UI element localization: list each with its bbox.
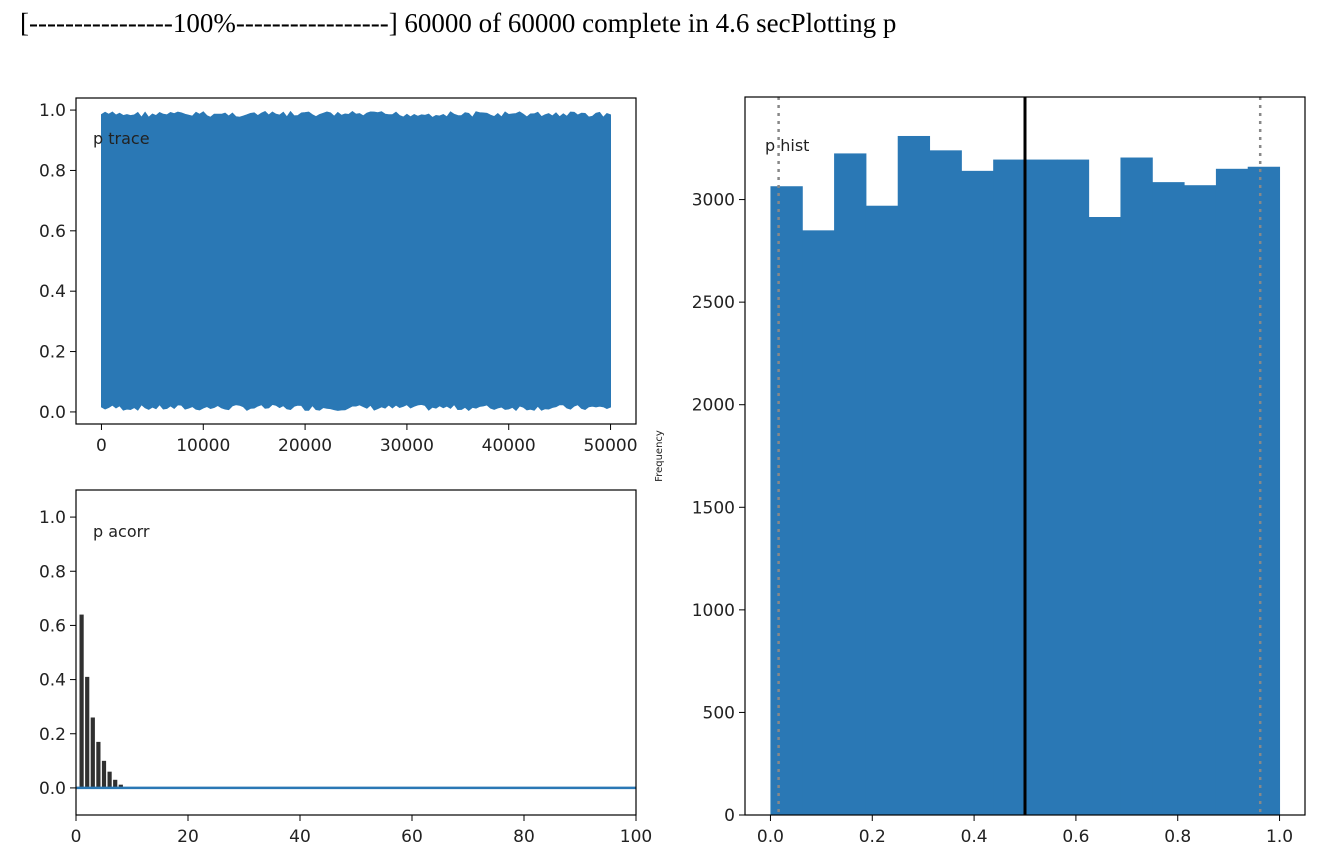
acorr-x-tick-label: 60 [401, 827, 423, 847]
hist-bar [865, 205, 899, 815]
trace-y-tick-label: 0.0 [39, 403, 66, 423]
acorr-bar [101, 760, 107, 788]
acorr-bar [90, 717, 95, 788]
hist-bar [834, 153, 867, 815]
acorr-y-tick-label: 0.4 [39, 671, 66, 691]
trace-y-tick-label: 0.2 [39, 343, 66, 363]
acorr-y-tick-label: 0.0 [39, 779, 66, 799]
hist-y-axis-label: Frequency [654, 430, 665, 482]
acorr-bar [79, 614, 84, 788]
hist-x-tick-label: 0.4 [961, 827, 988, 847]
hist-y-tick-label: 1000 [692, 601, 735, 621]
hist-bar [1088, 217, 1121, 816]
hist-bar [1025, 159, 1058, 815]
acorr-bar [118, 784, 123, 788]
trace-plot: 0 10000 20000 30000 40000 50000 0.0 0.2 0.4 0.6 0.… [39, 97, 638, 456]
hist-bar [770, 186, 803, 816]
trace-x-tick-label: 0 [96, 436, 107, 456]
hist-x-tick-label: 1.0 [1266, 827, 1293, 847]
hist-bar [993, 159, 1026, 815]
trace-y-tick-label: 0.8 [39, 161, 66, 181]
trace-y-tick-label: 1.0 [39, 101, 66, 121]
progress-status-text: [----------------100%-----------------] … [20, 8, 897, 38]
hist-x-tick-label: 0.0 [757, 827, 784, 847]
acorr-x-tick-label: 0 [71, 827, 82, 847]
acorr-bar [113, 779, 118, 788]
acorr-x-tick-label: 40 [289, 827, 311, 847]
trace-x-tick-label: 30000 [380, 436, 434, 456]
hist-bar [1215, 168, 1249, 816]
acorr-y-tick-label: 1.0 [39, 508, 66, 528]
hist-bar [961, 170, 994, 815]
acorr-x-tick-label: 80 [513, 827, 535, 847]
trace-y-tick-label: 0.6 [39, 222, 66, 242]
hist-bar [802, 230, 835, 816]
trace-x-tick-label: 10000 [176, 436, 230, 456]
hist-bar [897, 135, 931, 815]
hist-bar [1056, 159, 1090, 815]
acorr-x-tick-label: 100 [620, 827, 652, 847]
hist-y-tick-label: 500 [703, 703, 735, 723]
acorr-y-tick-label: 0.6 [39, 616, 66, 636]
trace-title: p trace [93, 129, 150, 148]
trace-x-tick-label: 20000 [278, 436, 332, 456]
acorr-bar [85, 676, 90, 788]
trace-y-tick-label: 0.4 [39, 282, 66, 302]
hist-title: p hist [765, 136, 809, 155]
hist-x-tick-label: 0.6 [1062, 827, 1089, 847]
acorr-y-tick-label: 0.2 [39, 725, 66, 745]
acorr-bar [96, 741, 101, 788]
hist-y-tick-label: 2000 [692, 396, 735, 416]
trace-x-tick-label: 40000 [482, 436, 536, 456]
trace-x-tick-label: 50000 [583, 436, 637, 456]
hist-y-tick-label: 0 [724, 806, 735, 826]
hist-frame [744, 96, 1306, 816]
acorr-frame [75, 489, 637, 816]
acorr-bar [107, 771, 112, 788]
hist-bar [1152, 182, 1185, 816]
trace-series-band [101, 110, 611, 412]
hist-y-tick-label: 3000 [692, 191, 735, 211]
acorr-x-tick-label: 20 [177, 827, 199, 847]
hist-y-tick-label: 1500 [692, 498, 735, 518]
acorr-title: p acorr [93, 522, 150, 541]
hist-bar [1120, 157, 1153, 815]
hist-bar [1247, 166, 1281, 816]
trace-frame [75, 97, 637, 425]
hist-x-tick-label: 0.2 [859, 827, 886, 847]
histogram-plot: 0.0 0.2 0.4 0.6 0.8 1.0 0 500 1000 1500 2000 2500 30… [654, 96, 1306, 847]
acorr-y-tick-label: 0.8 [39, 562, 66, 582]
hist-bar [1184, 185, 1217, 815]
hist-y-tick-label: 2500 [692, 293, 735, 313]
hist-x-tick-label: 0.8 [1164, 827, 1191, 847]
hist-bar [929, 150, 962, 815]
autocorrelation-plot: 0 20 40 60 80 100 0.0 0.2 0.4 0.6 0.8 1.0 p acorr [39, 489, 652, 847]
